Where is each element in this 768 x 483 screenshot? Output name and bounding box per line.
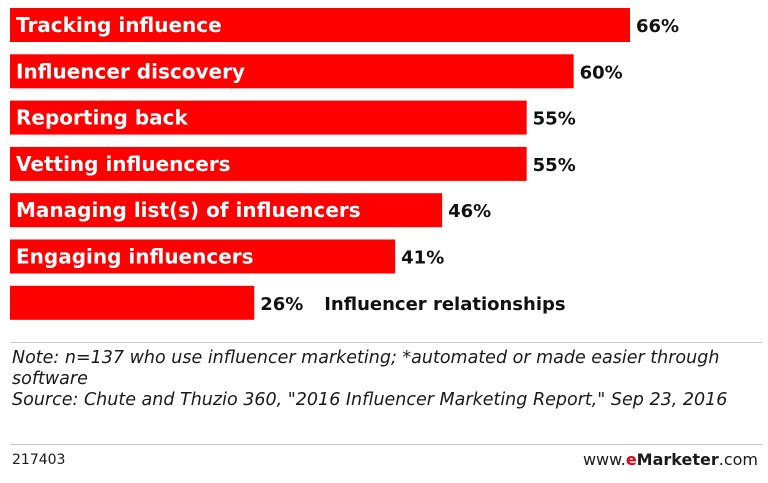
bar-influencer-relationships (10, 285, 255, 320)
footnote-source: Source: Chute and Thuzio 360, "2016 Infl… (12, 390, 728, 410)
bottom-divider (10, 444, 762, 445)
value-label-vetting-influencers: 55% (533, 155, 576, 176)
bar-tracking-influence (10, 8, 630, 42)
value-label-managing-list-s-of-influencers: 46% (448, 201, 491, 222)
value-label-engaging-influencers: 41% (401, 248, 444, 269)
bar-engaging-influencers (10, 239, 396, 274)
value-label-tracking-influence: 66% (636, 16, 679, 37)
category-label-reporting-back: Reporting back (16, 106, 188, 130)
category-label-tracking-influence: Tracking influence (16, 13, 222, 37)
chart-id: 217403 (12, 452, 66, 468)
category-label-vetting-influencers: Vetting influencers (16, 152, 231, 176)
bar-vetting-influencers (10, 146, 527, 181)
brand-prefix: www. (582, 450, 626, 469)
footnote-note: Note: n=137 who use influencer marketing… (12, 348, 720, 389)
footnote-divider (10, 342, 762, 343)
category-label-influencer-relationships: Influencer relationships (324, 294, 565, 315)
bar-managing-list-s-of-influencers (10, 193, 443, 228)
brand-e: e (625, 450, 637, 469)
value-label-influencer-discovery: 60% (580, 62, 623, 83)
bar-influencer-discovery (10, 54, 574, 89)
category-label-engaging-influencers: Engaging influencers (16, 245, 254, 269)
brand-suffix: .com (718, 450, 758, 469)
category-label-managing-list-s-of-influencers: Managing list(s) of influencers (16, 198, 361, 222)
value-label-reporting-back: 55% (533, 109, 576, 130)
value-label-influencer-relationships: 26% (260, 294, 303, 315)
category-label-influencer-discovery: Influencer discovery (16, 59, 245, 83)
emarketer-logo[interactable]: www.eMarketer.com (583, 450, 758, 469)
bar-chart: 66% Tracking influence 60% Influencer disco… (10, 8, 679, 320)
brand-name: Marketer (636, 450, 719, 469)
footnote: Note: n=137 who use influencer marketing… (12, 348, 757, 411)
bar-reporting-back (10, 100, 527, 135)
